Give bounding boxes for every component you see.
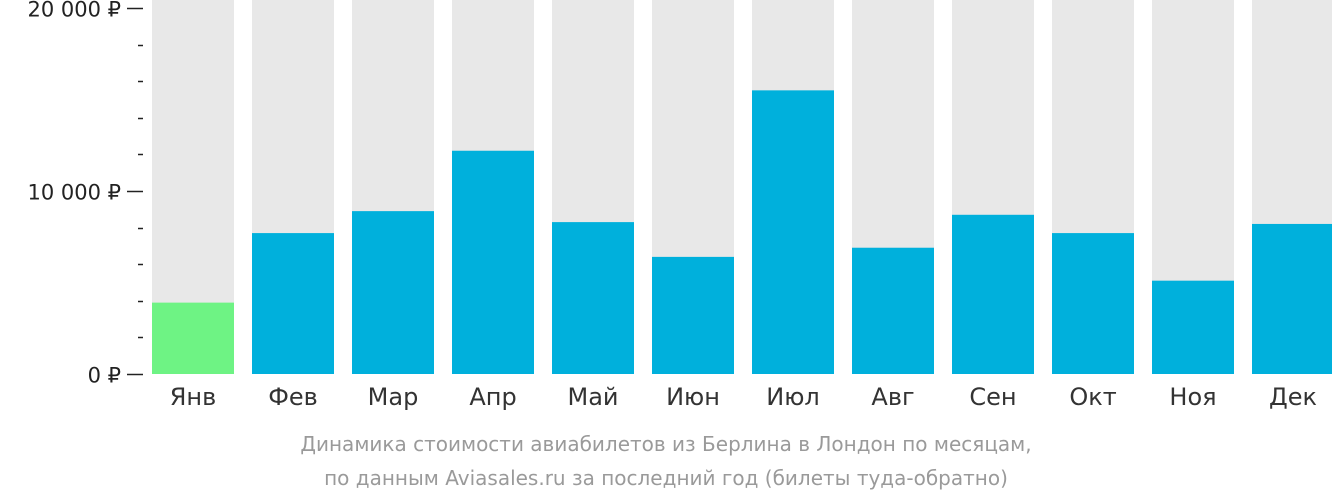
caption-line-1: Динамика стоимости авиабилетов из Берлин… bbox=[300, 432, 1032, 456]
bar bbox=[652, 256, 734, 374]
x-category-label: Июн bbox=[666, 383, 720, 411]
x-category-label: Май bbox=[567, 383, 618, 411]
bar bbox=[852, 247, 934, 374]
bar bbox=[152, 302, 234, 374]
bar bbox=[1252, 223, 1332, 374]
caption-line-2: по данным Aviasales.ru за последний год … bbox=[324, 466, 1008, 490]
x-category-label: Мар bbox=[368, 383, 419, 411]
x-category-label: Апр bbox=[469, 383, 516, 411]
y-tick-label: 20 000 ₽ bbox=[27, 0, 121, 22]
bar bbox=[352, 211, 434, 374]
bar bbox=[252, 233, 334, 374]
x-category-label: Окт bbox=[1069, 383, 1116, 411]
x-category-label: Июл bbox=[766, 383, 820, 411]
bar bbox=[1152, 280, 1234, 374]
bar bbox=[1052, 233, 1134, 374]
y-tick-label: 10 000 ₽ bbox=[27, 181, 121, 205]
x-category-label: Авг bbox=[871, 383, 914, 411]
x-category-label: Фев bbox=[268, 383, 318, 411]
x-category-label: Ноя bbox=[1169, 383, 1216, 411]
y-tick-label: 0 ₽ bbox=[88, 364, 121, 388]
bar bbox=[452, 150, 534, 374]
bar bbox=[752, 90, 834, 374]
chart-svg: 0 ₽ 10 000 ₽ 20 000 ₽ Янв Фев Мар Апр Май Июн Июл… bbox=[27, 0, 1332, 411]
x-category-label: Сен bbox=[969, 383, 1016, 411]
x-category-label: Дек bbox=[1269, 383, 1317, 411]
bar bbox=[552, 222, 634, 374]
x-category-label: Янв bbox=[170, 383, 217, 411]
bar bbox=[952, 214, 1034, 374]
